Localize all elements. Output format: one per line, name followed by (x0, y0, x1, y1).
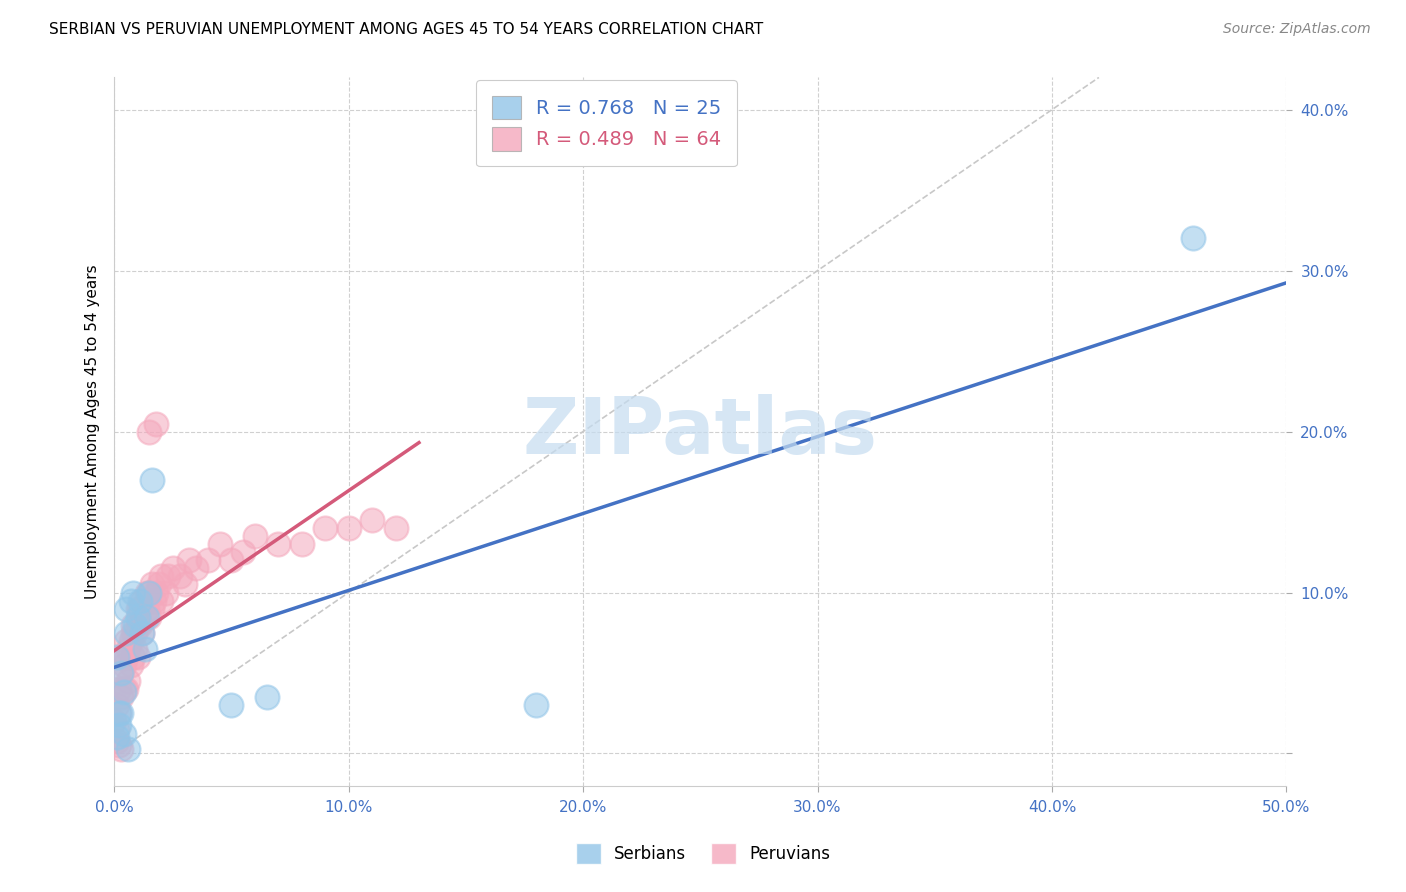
Point (148, 577, 170, 591)
Point (221, 698, 243, 713)
Point (105, 723, 128, 737)
Point (103, 714, 125, 729)
Point (122, 625, 145, 640)
Point (138, 585, 160, 599)
Text: SERBIAN VS PERUVIAN UNEMPLOYMENT AMONG AGES 45 TO 54 YEARS CORRELATION CHART: SERBIAN VS PERUVIAN UNEMPLOYMENT AMONG A… (49, 22, 763, 37)
Point (117, 674, 139, 689)
Point (131, 625, 153, 640)
Text: Source: ZipAtlas.com: Source: ZipAtlas.com (1223, 22, 1371, 37)
Point (112, 727, 135, 741)
Point (110, 741, 132, 756)
Point (129, 593, 152, 607)
Point (105, 731, 128, 745)
Point (112, 685, 135, 699)
Point (267, 537, 290, 551)
Point (384, 521, 406, 535)
Point (124, 641, 146, 656)
Point (108, 706, 131, 721)
Point (337, 521, 360, 535)
Point (108, 706, 131, 721)
Point (115, 633, 138, 648)
Point (110, 706, 132, 721)
Point (124, 625, 146, 640)
Point (314, 521, 336, 535)
Point (122, 585, 145, 599)
Point (127, 609, 149, 624)
Point (131, 593, 153, 607)
Point (138, 425, 160, 439)
Point (115, 682, 138, 697)
Legend: R = 0.768   N = 25, R = 0.489   N = 64: R = 0.768 N = 25, R = 0.489 N = 64 (477, 80, 737, 167)
Point (122, 649, 145, 664)
Point (197, 553, 219, 567)
Point (291, 537, 314, 551)
Point (1181, 231, 1204, 245)
Point (243, 529, 266, 543)
Point (145, 417, 167, 431)
Point (138, 609, 160, 624)
Point (157, 569, 180, 583)
Point (120, 633, 142, 648)
Point (120, 593, 142, 607)
Point (524, 698, 547, 713)
Point (115, 601, 138, 615)
Point (110, 665, 132, 680)
Point (112, 682, 135, 697)
Point (129, 601, 152, 615)
Point (145, 585, 167, 599)
Point (105, 733, 128, 747)
Point (105, 698, 128, 713)
Point (108, 717, 131, 731)
Point (129, 617, 152, 632)
Point (127, 649, 149, 664)
Point (138, 585, 160, 599)
Point (186, 561, 208, 575)
Point (208, 537, 231, 551)
Point (232, 545, 254, 559)
Point (221, 553, 243, 567)
Point (150, 569, 173, 583)
Point (115, 649, 138, 664)
Point (361, 513, 384, 527)
Point (136, 601, 159, 615)
Point (179, 553, 201, 567)
Point (127, 601, 149, 615)
Text: ZIPatlas: ZIPatlas (523, 393, 877, 469)
Point (120, 657, 142, 672)
Point (141, 473, 163, 487)
Point (173, 577, 195, 591)
Point (162, 561, 184, 575)
Point (108, 682, 131, 697)
Point (169, 569, 191, 583)
Point (127, 617, 149, 632)
Point (150, 593, 173, 607)
Point (131, 625, 153, 640)
Point (134, 609, 156, 624)
Point (155, 585, 177, 599)
Point (117, 641, 139, 656)
Legend: Serbians, Peruvians: Serbians, Peruvians (569, 837, 837, 871)
Point (141, 601, 163, 615)
Point (110, 690, 132, 705)
Point (136, 609, 159, 624)
Point (110, 649, 132, 664)
Y-axis label: Unemployment Among Ages 45 to 54 years: Unemployment Among Ages 45 to 54 years (86, 264, 100, 599)
Point (143, 593, 166, 607)
Point (105, 649, 128, 664)
Point (134, 641, 156, 656)
Point (136, 585, 159, 599)
Point (110, 665, 132, 680)
Point (112, 657, 135, 672)
Point (117, 741, 139, 756)
Point (108, 739, 131, 753)
Point (256, 690, 278, 705)
Point (122, 617, 145, 632)
Point (124, 617, 146, 632)
Point (115, 625, 138, 640)
Point (141, 577, 163, 591)
